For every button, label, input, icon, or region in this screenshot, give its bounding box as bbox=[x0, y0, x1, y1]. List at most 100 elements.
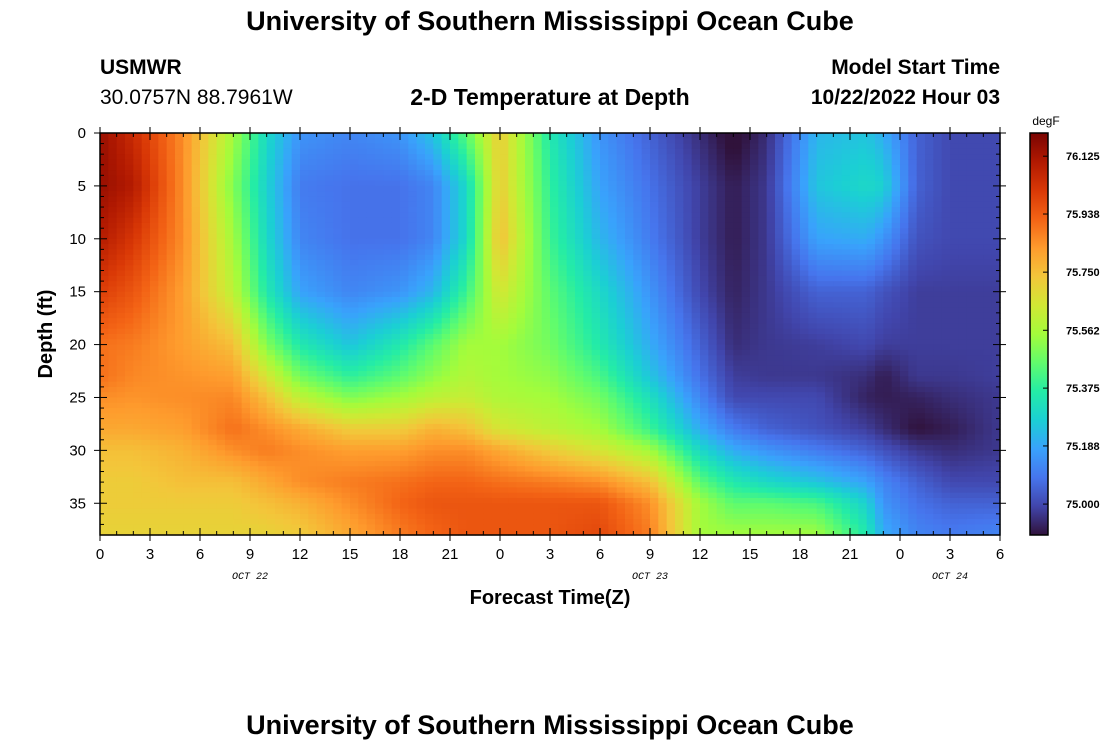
heatmap-cell bbox=[633, 212, 643, 219]
heatmap-cell bbox=[150, 244, 159, 250]
heatmap-cell bbox=[291, 249, 301, 256]
heatmap-cell bbox=[316, 133, 326, 139]
heatmap-cell bbox=[525, 476, 534, 483]
heatmap-cell bbox=[225, 170, 234, 176]
heatmap-cell bbox=[491, 138, 501, 145]
heatmap-cell bbox=[400, 328, 409, 335]
heatmap-cell bbox=[241, 492, 251, 499]
heatmap-cell bbox=[483, 133, 493, 139]
heatmap-cell bbox=[500, 154, 509, 161]
heatmap-cell bbox=[391, 265, 401, 272]
heatmap-cell bbox=[583, 386, 593, 393]
heatmap-cell bbox=[258, 434, 268, 441]
heatmap-cell bbox=[208, 265, 218, 272]
heatmap-cell bbox=[383, 513, 393, 520]
heatmap-cell bbox=[250, 259, 259, 266]
heatmap-cell bbox=[491, 381, 501, 388]
heatmap-cell bbox=[508, 402, 518, 409]
heatmap-cell bbox=[125, 323, 134, 330]
heatmap-cell bbox=[258, 344, 268, 351]
heatmap-cell bbox=[166, 386, 176, 393]
heatmap-cell bbox=[541, 386, 551, 393]
heatmap-cell bbox=[625, 360, 634, 367]
heatmap-cell bbox=[625, 318, 634, 325]
heatmap-cell bbox=[266, 307, 276, 314]
heatmap-cell bbox=[600, 365, 609, 372]
heatmap-cell bbox=[616, 355, 626, 362]
heatmap-cell bbox=[416, 154, 426, 161]
heatmap-cell bbox=[433, 222, 443, 229]
heatmap-cell bbox=[358, 471, 368, 478]
heatmap-cell bbox=[466, 392, 476, 399]
heatmap-cell bbox=[266, 471, 276, 478]
heatmap-cell bbox=[133, 376, 143, 383]
heatmap-cell bbox=[175, 376, 184, 383]
heatmap-cell bbox=[291, 349, 301, 356]
heatmap-cell bbox=[100, 513, 109, 520]
heatmap-cell bbox=[166, 339, 176, 346]
heatmap-cell bbox=[558, 307, 568, 314]
heatmap-cell bbox=[208, 450, 218, 457]
heatmap-cell bbox=[558, 265, 568, 272]
heatmap-cell bbox=[108, 529, 118, 536]
heatmap-cell bbox=[508, 413, 518, 420]
heatmap-cell bbox=[400, 286, 409, 293]
heatmap-cell bbox=[450, 233, 459, 240]
heatmap-cell bbox=[575, 513, 584, 520]
heatmap-cell bbox=[425, 228, 434, 235]
heatmap-cell bbox=[591, 143, 601, 150]
heatmap-cell bbox=[575, 212, 584, 219]
heatmap-cell bbox=[291, 323, 301, 330]
heatmap-cell bbox=[250, 201, 259, 208]
heatmap-cell bbox=[383, 423, 393, 430]
heatmap-cell bbox=[125, 439, 134, 446]
heatmap-cell bbox=[525, 450, 534, 457]
heatmap-cell bbox=[200, 133, 209, 139]
heatmap-cell bbox=[166, 360, 176, 367]
heatmap-cell bbox=[225, 334, 234, 340]
heatmap-cell bbox=[208, 482, 218, 488]
heatmap-cell bbox=[550, 460, 559, 467]
heatmap-cell bbox=[283, 423, 293, 430]
heatmap-cell bbox=[483, 270, 493, 277]
heatmap-cell bbox=[133, 185, 143, 192]
heatmap-cell bbox=[625, 185, 634, 192]
heatmap-cell bbox=[216, 191, 226, 198]
heatmap-cell bbox=[533, 291, 543, 298]
heatmap-cell bbox=[158, 143, 168, 150]
heatmap-cell bbox=[325, 323, 334, 330]
heatmap-cell bbox=[150, 386, 159, 393]
heatmap-cell bbox=[291, 296, 301, 303]
heatmap-cell bbox=[341, 434, 351, 441]
heatmap-cell bbox=[466, 434, 476, 441]
heatmap-cell bbox=[258, 408, 268, 414]
heatmap-cell bbox=[575, 471, 584, 478]
heatmap-cell bbox=[483, 196, 493, 203]
heatmap-cell bbox=[183, 339, 193, 346]
heatmap-cell bbox=[441, 191, 451, 198]
heatmap-cell bbox=[216, 148, 226, 155]
heatmap-cell bbox=[208, 217, 218, 224]
heatmap-cell bbox=[525, 439, 534, 446]
heatmap-cell bbox=[225, 429, 234, 436]
heatmap-cell bbox=[283, 466, 293, 473]
heatmap-cell bbox=[275, 482, 284, 488]
heatmap-cell bbox=[291, 212, 301, 219]
heatmap-cell bbox=[566, 143, 576, 150]
heatmap-cell bbox=[158, 418, 168, 425]
heatmap-cell bbox=[100, 138, 109, 145]
heatmap-cell bbox=[458, 281, 468, 287]
heatmap-cell bbox=[483, 397, 493, 404]
heatmap-cell bbox=[466, 265, 476, 272]
heatmap-cell bbox=[325, 217, 334, 224]
heatmap-cell bbox=[316, 217, 326, 224]
heatmap-cell bbox=[541, 323, 551, 330]
heatmap-cell bbox=[558, 286, 568, 293]
heatmap-cell bbox=[191, 138, 201, 145]
heatmap-cell bbox=[500, 476, 509, 483]
heatmap-cell bbox=[300, 439, 309, 446]
heatmap-cell bbox=[541, 318, 551, 325]
heatmap-cell bbox=[375, 423, 384, 430]
heatmap-cell bbox=[475, 191, 484, 198]
heatmap-cell bbox=[475, 402, 484, 409]
